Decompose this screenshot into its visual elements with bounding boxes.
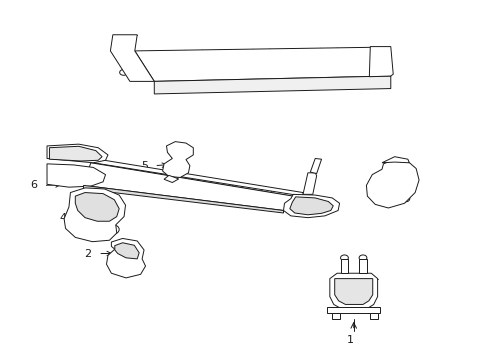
Circle shape (380, 70, 387, 75)
Text: 5: 5 (141, 161, 148, 171)
Circle shape (358, 255, 366, 261)
Polygon shape (310, 158, 321, 174)
Text: 2: 2 (84, 248, 91, 258)
Polygon shape (340, 259, 347, 273)
Polygon shape (283, 194, 339, 218)
Polygon shape (47, 144, 108, 163)
Polygon shape (289, 197, 332, 215)
Polygon shape (106, 238, 145, 278)
Polygon shape (334, 279, 372, 305)
Circle shape (120, 36, 128, 42)
Circle shape (172, 166, 182, 173)
Circle shape (261, 188, 271, 195)
Polygon shape (366, 159, 418, 208)
Polygon shape (329, 273, 377, 309)
Circle shape (381, 187, 399, 200)
Text: 6: 6 (30, 180, 37, 190)
Polygon shape (327, 307, 379, 313)
Circle shape (373, 198, 382, 204)
Polygon shape (358, 259, 366, 273)
Circle shape (124, 267, 134, 274)
Polygon shape (331, 313, 339, 319)
Polygon shape (163, 175, 178, 183)
Polygon shape (154, 76, 390, 94)
Polygon shape (83, 185, 283, 213)
Polygon shape (162, 141, 193, 177)
Circle shape (76, 227, 89, 237)
Polygon shape (303, 173, 316, 194)
Text: 3: 3 (402, 191, 409, 201)
Circle shape (340, 255, 347, 261)
Polygon shape (110, 35, 154, 81)
Polygon shape (49, 146, 102, 161)
Polygon shape (64, 188, 125, 242)
Circle shape (381, 167, 401, 182)
Circle shape (93, 231, 106, 240)
Polygon shape (75, 193, 119, 221)
Circle shape (134, 262, 144, 270)
Polygon shape (79, 163, 336, 213)
Circle shape (144, 169, 154, 176)
Polygon shape (115, 243, 139, 259)
Text: 1: 1 (346, 334, 354, 345)
Polygon shape (368, 46, 392, 77)
Circle shape (188, 176, 198, 184)
Polygon shape (369, 313, 377, 319)
Polygon shape (47, 164, 105, 187)
Circle shape (175, 147, 186, 156)
Polygon shape (93, 158, 303, 196)
Polygon shape (381, 157, 408, 163)
Polygon shape (135, 47, 390, 81)
Text: 4: 4 (60, 213, 66, 222)
Circle shape (113, 264, 122, 271)
Circle shape (232, 184, 242, 191)
Circle shape (106, 225, 119, 234)
Circle shape (400, 195, 409, 202)
Text: 7: 7 (304, 195, 311, 205)
Circle shape (120, 69, 127, 75)
